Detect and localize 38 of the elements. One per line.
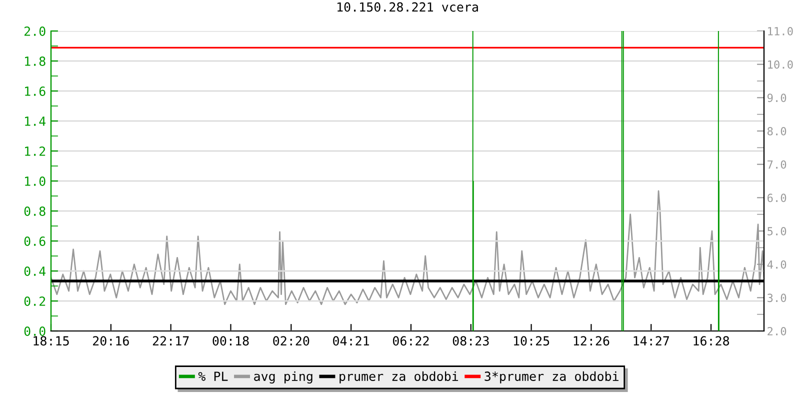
x-tick-label: 02:20 [273, 336, 310, 346]
legend-label: % PL [198, 372, 228, 381]
y2-tick-label: 7.0 [768, 160, 786, 169]
y-tick-label: 1.8 [25, 56, 46, 66]
y-tick-label: 1.2 [25, 146, 46, 156]
legend-label: prumer za obdobi [340, 371, 458, 384]
y-tick-label: 0.2 [24, 296, 46, 306]
x-tick-label: 10:25 [514, 336, 550, 346]
y-tick-label: 0.8 [24, 206, 46, 216]
y-tick-label: 2.0 [24, 26, 46, 36]
chart-title: 10.150.28.221 vcera [338, 2, 478, 12]
y2-tick-label: 10.0 [768, 60, 793, 69]
x-tick-label: 04:21 [333, 336, 370, 346]
legend-label: avg ping [254, 371, 312, 384]
x-tick-label: 14:27 [634, 336, 669, 346]
y-tick-label: 1.4 [25, 116, 46, 126]
y2-tick-label: 2.0 [768, 327, 786, 336]
y2-tick-label: 3.0 [768, 294, 786, 302]
y2-tick-label: 9.0 [767, 94, 786, 102]
y-tick-label: 0.0 [24, 326, 46, 336]
x-tick-label: 20:16 [93, 336, 129, 346]
y-tick-label: 1.0 [25, 176, 46, 186]
x-tick-label: 22:17 [152, 336, 189, 346]
y2-tick-label: 5.0 [768, 227, 786, 236]
x-tick-label: 00:18 [212, 336, 249, 346]
y-tick-label: 1.6 [25, 86, 46, 96]
y2-tick-label: 8.0 [767, 127, 786, 136]
x-tick-label: 06:22 [392, 336, 429, 346]
x-tick-label: 08:23 [452, 336, 489, 346]
y2-tick-label: 11.0 [768, 27, 793, 36]
x-tick-label: 12:26 [574, 336, 610, 346]
y-tick-label: 0.4 [24, 266, 46, 276]
x-tick-label: 16:28 [694, 336, 730, 346]
legend-label: 3*prumer za obdobi [484, 371, 618, 384]
x-tick-label: 18:15 [34, 336, 69, 346]
y2-tick-label: 6.0 [768, 194, 786, 202]
y-tick-label: 0.6 [24, 236, 46, 246]
y2-tick-label: 4.0 [767, 260, 786, 269]
